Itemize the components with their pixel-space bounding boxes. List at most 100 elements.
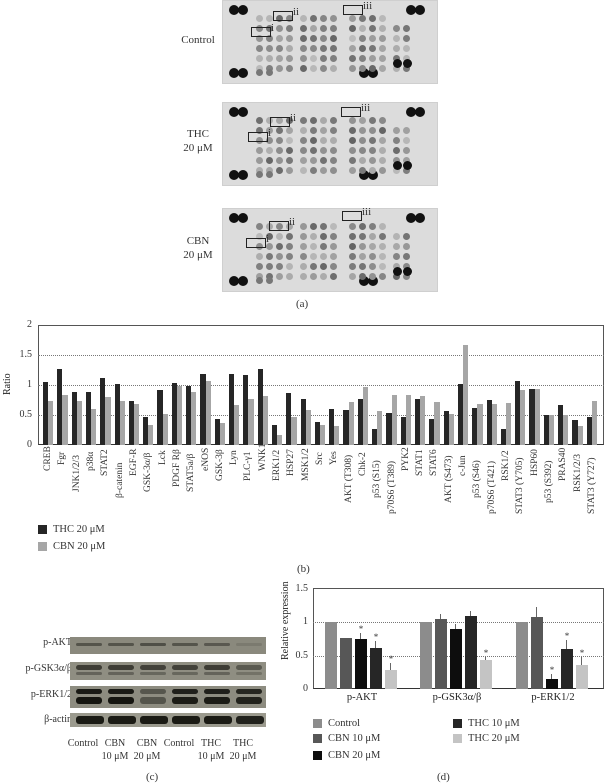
array-spot [379, 167, 386, 174]
x-tick-label: p53 (S46) [472, 459, 483, 498]
x-tick-label: p53 (S392) [543, 460, 554, 504]
array-spot [403, 45, 410, 52]
array-spot [229, 5, 239, 15]
wb-band [172, 643, 198, 646]
array-spot [276, 263, 283, 270]
wb-band [236, 697, 262, 704]
array-spot [266, 35, 273, 42]
x-tick-label: p70S6 (T389) [386, 460, 397, 514]
array-spot [276, 157, 283, 164]
array-spot [286, 15, 293, 22]
bar-cbn20 [463, 344, 469, 445]
bar-thc20 [200, 374, 206, 445]
array-spot [300, 243, 307, 250]
error-bar [485, 656, 487, 660]
bar-thc20 [100, 378, 106, 445]
highlight-box-iii [342, 211, 362, 221]
array-spot [300, 223, 307, 230]
bar-thc20 [128, 401, 134, 445]
wb-row-label-p-erk: p-ERK1/2 [30, 689, 72, 700]
highlight-box-ii [273, 11, 293, 21]
bar-thc20 [85, 391, 92, 445]
array-spot [368, 68, 378, 78]
array-spot [276, 35, 283, 42]
bar-thc20 [43, 382, 49, 445]
array-spot [393, 161, 402, 170]
array-spot [330, 273, 337, 280]
lane-label-line2 [66, 750, 100, 763]
array-spot [403, 59, 412, 68]
array-spot [359, 167, 366, 174]
array-spot [286, 35, 293, 42]
array-spot [349, 167, 356, 174]
wb-band [76, 643, 102, 646]
array-spot [349, 65, 356, 72]
array-spot [403, 25, 410, 32]
bar-cbn-10-m [340, 638, 352, 689]
array-spot [276, 273, 283, 280]
bar-thc20 [143, 416, 149, 445]
gridline [313, 622, 604, 623]
array-spot [330, 233, 337, 240]
x-tick-label: PDGF Rβ [171, 448, 182, 487]
array-spot [300, 65, 307, 72]
array-spot [286, 167, 293, 174]
y-tick-1: 1 [303, 616, 308, 627]
bar-cbn20 [420, 395, 426, 445]
legend-text: Control [328, 718, 361, 729]
x-tick-label: ERK1/2 [272, 450, 283, 482]
legend-swatch [453, 719, 462, 729]
bar-control [516, 622, 528, 689]
bar-cbn-20-m [546, 678, 558, 689]
array-spot [359, 263, 366, 270]
legend-swatch-thc20 [38, 525, 47, 535]
wb-band [140, 643, 166, 646]
array-spot [359, 127, 366, 134]
array-spot [310, 233, 317, 240]
array-spot [330, 147, 337, 154]
array-spot [310, 137, 317, 144]
error-bar [566, 640, 568, 649]
array-spot [266, 137, 273, 144]
array-spot [276, 117, 283, 124]
box-label-iii: iii [363, 0, 373, 12]
y-tick-1.5: 1.5 [295, 582, 309, 594]
array-spot [256, 233, 263, 240]
array-spot [403, 65, 410, 72]
wb-row-label-p-akt: p-AKT [43, 637, 72, 648]
array-spot [379, 25, 386, 32]
array-spot [310, 117, 317, 124]
array-spot [403, 253, 410, 260]
array-spot [300, 15, 307, 22]
box-label-ii: ii [293, 6, 300, 18]
bar-thc20 [114, 384, 120, 445]
wb-band [172, 716, 200, 724]
array-spot [256, 117, 263, 124]
lane-label-1: CBN 10 μM [98, 737, 132, 763]
x-tick-label-1: p-GSK3α/β [432, 692, 482, 703]
array-spot [300, 35, 307, 42]
array-spot [266, 65, 273, 72]
wb-band [172, 665, 198, 670]
array-spot [300, 147, 307, 154]
bar-cbn20 [505, 403, 512, 445]
array-spot [310, 243, 317, 250]
bar-thc20 [457, 383, 464, 445]
wb-band [204, 665, 230, 670]
bar-cbn20 [191, 391, 197, 445]
array-spot [310, 35, 317, 42]
array-spot [403, 273, 410, 280]
array-spot [403, 147, 410, 154]
lane-label-line2 [162, 750, 196, 763]
bar-cbn20 [234, 405, 240, 445]
wb-band [108, 672, 134, 675]
bar-cbn20 [477, 403, 483, 445]
legend-text: CBN 10 μM [328, 733, 381, 744]
wb-band [140, 665, 166, 670]
array-spot [320, 15, 327, 22]
wb-band [172, 689, 198, 694]
error-bar [360, 633, 362, 639]
bar-thc20 [500, 428, 506, 445]
wb-band [204, 697, 230, 704]
box-label-i: i [271, 22, 275, 34]
